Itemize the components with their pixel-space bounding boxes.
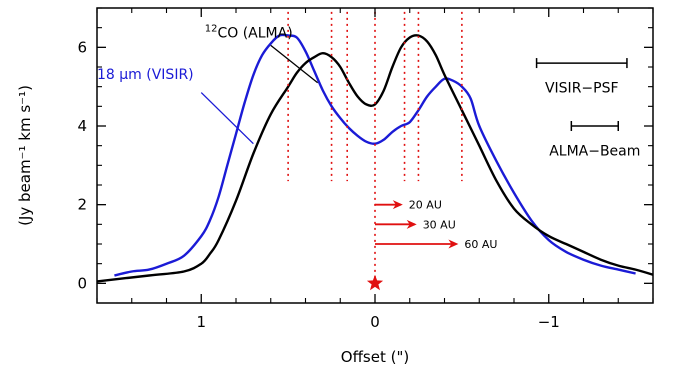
x-tick-label-0: 1 <box>196 313 206 331</box>
annotation-leader-1 <box>200 92 254 145</box>
x-tick-label-1: 0 <box>370 313 380 331</box>
series-line-1 <box>114 33 636 277</box>
x-axis-title: Offset (") <box>341 348 409 366</box>
arrow-head-2 <box>448 239 459 249</box>
y-tick-label-1: 2 <box>77 196 87 214</box>
axis-ticks <box>96 7 654 303</box>
chart-text: 20 AU 30 AU 60 AU VISIR−PSF ALMA−Beam 12CO (A… <box>16 24 640 367</box>
series-lines <box>97 33 653 283</box>
annotation-overlays <box>200 11 628 291</box>
beam-label-1: ALMA−Beam <box>549 144 640 160</box>
annotation-label-0: 12CO (ALMA) <box>205 24 293 42</box>
y-axis-title: (Jy beam⁻¹ km s⁻¹) <box>16 85 34 226</box>
y-tick-label-2: 4 <box>77 117 87 135</box>
series-line-0 <box>97 34 653 283</box>
beam-label-0: VISIR−PSF <box>545 81 619 97</box>
star-marker <box>366 274 384 291</box>
arrow-head-0 <box>392 200 403 210</box>
x-tick-label-2: −1 <box>538 313 560 331</box>
annotation-label-1: 18 μm (VISIR) <box>97 67 194 83</box>
arrow-label-2: 60 AU <box>464 238 497 251</box>
arrow-head-1 <box>406 219 417 229</box>
arrow-label-0: 20 AU <box>409 199 442 212</box>
y-tick-label-3: 6 <box>77 38 87 56</box>
y-tick-label-0: 0 <box>77 274 87 292</box>
arrow-label-1: 30 AU <box>423 218 456 231</box>
annotation-leader-0 <box>270 44 319 84</box>
